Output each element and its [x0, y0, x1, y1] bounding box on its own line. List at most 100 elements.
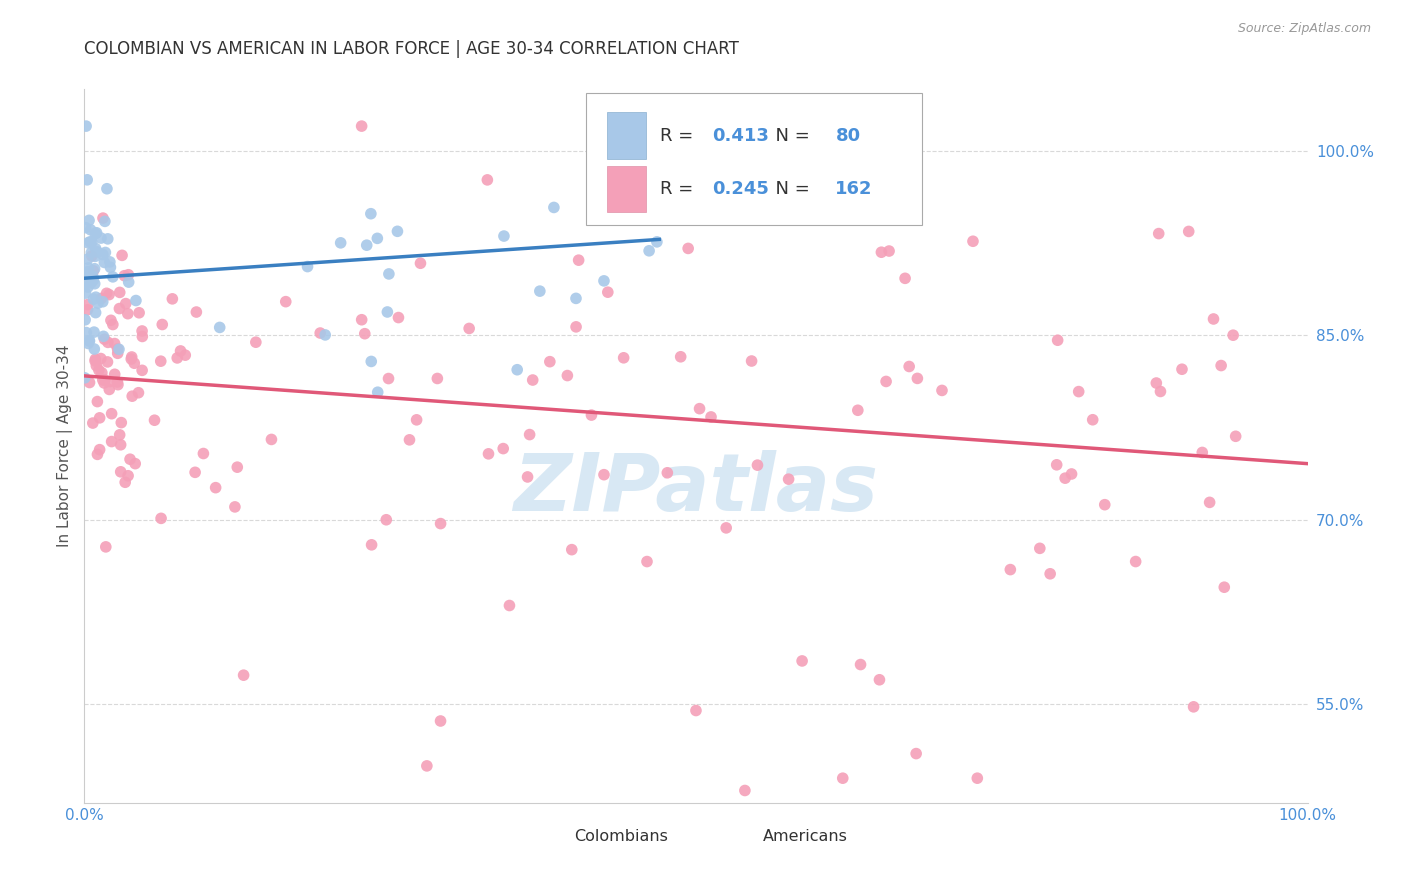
Point [870, 245, 893, 260]
Point [124, 457, 146, 471]
Point [86, 447, 108, 461]
Point [1046, 333, 1069, 347]
Point [274, 294, 297, 309]
Point [94, 214, 117, 228]
Point [118, 452, 141, 467]
Point [506, 362, 529, 376]
Point [565, 319, 588, 334]
Point [82, 292, 104, 306]
Point [747, 458, 769, 472]
Point [1191, 445, 1213, 459]
Point [568, 253, 591, 268]
Point [108, 285, 131, 300]
Point [429, 516, 451, 531]
Bar [524, 817, 564, 856]
FancyBboxPatch shape [586, 93, 922, 225]
Point [741, 354, 763, 368]
Point [1144, 376, 1167, 390]
Point [387, 310, 409, 325]
Point [90, 292, 112, 306]
Point [378, 267, 401, 281]
Point [80, 249, 103, 263]
Point [260, 433, 283, 447]
Point [613, 351, 636, 365]
Point [80, 235, 103, 249]
Point [96, 355, 118, 369]
Point [100, 313, 122, 327]
Point [1039, 566, 1062, 581]
Text: 0.245: 0.245 [711, 180, 769, 198]
Point [593, 467, 616, 482]
Point [93, 329, 115, 343]
Point [367, 385, 389, 400]
Point [905, 371, 928, 385]
Point [1125, 555, 1147, 569]
Point [668, 169, 690, 184]
Point [84, 305, 107, 319]
Point [98, 287, 121, 301]
Point [125, 293, 148, 308]
FancyBboxPatch shape [506, 812, 891, 872]
Point [128, 306, 150, 320]
Point [75, 326, 97, 340]
Point [831, 771, 853, 785]
Point [1081, 413, 1104, 427]
Point [846, 403, 869, 417]
Point [329, 235, 352, 250]
Point [131, 329, 153, 343]
Point [581, 408, 603, 422]
Point [477, 173, 499, 187]
Point [162, 292, 184, 306]
Text: 162: 162 [835, 180, 873, 198]
Point [76, 268, 98, 283]
Point [429, 714, 451, 728]
Point [638, 244, 661, 258]
Text: R =: R = [661, 127, 700, 145]
Point [627, 168, 650, 182]
Point [1177, 224, 1199, 238]
Point [149, 354, 172, 368]
Point [498, 599, 520, 613]
Point [93, 332, 115, 346]
Point [889, 181, 911, 195]
Point [565, 292, 588, 306]
Point [124, 356, 146, 370]
Point [1147, 227, 1170, 241]
Point [297, 260, 319, 274]
Point [350, 312, 373, 326]
Point [366, 231, 388, 245]
Point [538, 354, 561, 368]
Point [614, 188, 637, 202]
Point [91, 247, 114, 261]
Point [350, 119, 373, 133]
Point [96, 182, 118, 196]
Point [79, 235, 101, 249]
Point [186, 305, 208, 319]
Point [143, 413, 166, 427]
Point [108, 343, 131, 357]
Point [110, 465, 132, 479]
Text: N =: N = [765, 127, 815, 145]
Point [1000, 563, 1022, 577]
Point [117, 307, 139, 321]
Point [87, 363, 110, 377]
Point [110, 438, 132, 452]
Point [516, 470, 538, 484]
Point [131, 324, 153, 338]
Point [377, 371, 399, 385]
Point [714, 521, 737, 535]
Point [360, 207, 382, 221]
Text: R =: R = [661, 180, 700, 198]
Point [778, 472, 800, 486]
Point [1213, 580, 1236, 594]
Point [654, 189, 676, 203]
Point [82, 416, 104, 430]
Point [77, 235, 100, 250]
Point [94, 245, 117, 260]
Point [117, 468, 139, 483]
Point [104, 368, 127, 382]
Point [734, 783, 756, 797]
Point [166, 351, 188, 365]
Point [120, 352, 142, 367]
Point [100, 407, 122, 421]
